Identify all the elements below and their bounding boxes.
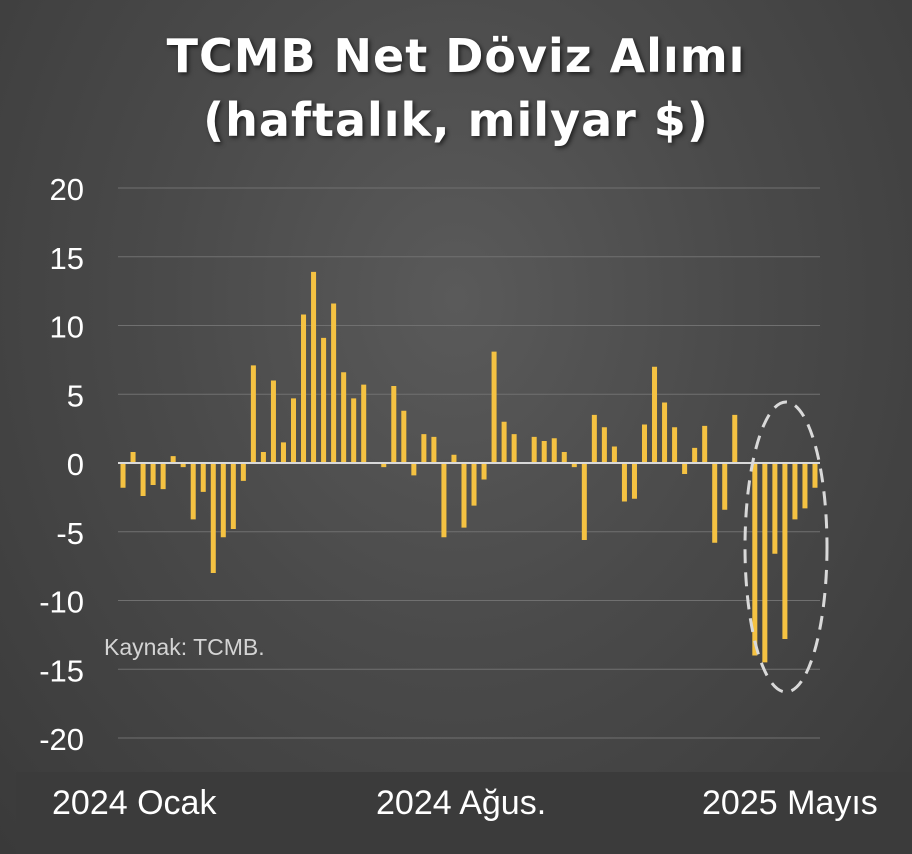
bar — [270, 380, 276, 463]
bar — [682, 463, 688, 474]
bar — [581, 463, 587, 540]
bar — [321, 337, 327, 463]
bar — [431, 436, 437, 463]
bar — [782, 463, 788, 639]
bar — [441, 463, 447, 538]
bar — [240, 463, 246, 481]
bar — [802, 463, 808, 509]
bar — [220, 463, 226, 538]
bar — [381, 463, 387, 468]
x-label-end: 2025 Mayıs — [702, 784, 878, 822]
bar — [692, 447, 698, 463]
bar — [531, 436, 537, 463]
bar — [301, 314, 307, 463]
bar — [341, 372, 347, 463]
bar — [541, 441, 547, 463]
bar — [551, 438, 557, 463]
bar — [611, 446, 617, 463]
bar — [391, 386, 397, 463]
bar — [210, 463, 216, 573]
bar — [752, 463, 758, 656]
bar — [772, 463, 778, 554]
bar — [652, 366, 658, 463]
highlight-ellipse — [743, 400, 829, 694]
bar — [561, 452, 567, 463]
bar — [591, 414, 597, 463]
x-label-start: 2024 Ocak — [52, 784, 217, 822]
bar — [571, 463, 577, 468]
y-tick-label: -10 — [39, 585, 84, 620]
bar — [190, 463, 196, 520]
bar — [732, 414, 738, 463]
bar — [792, 463, 798, 520]
bar — [411, 463, 417, 476]
bar — [180, 463, 186, 468]
bar — [511, 434, 517, 463]
bar — [501, 421, 507, 463]
bar — [401, 410, 407, 463]
bar — [361, 384, 367, 463]
bar — [762, 463, 768, 663]
y-tick-label: -15 — [39, 653, 84, 688]
bar — [351, 398, 357, 463]
y-tick-label: 10 — [50, 310, 84, 345]
source-note: Kaynak: TCMB. — [104, 634, 265, 660]
bar — [421, 434, 427, 463]
y-tick-label: 15 — [50, 241, 84, 276]
chart-title-line2: (haftalık, milyar $) — [203, 93, 709, 147]
bar — [160, 463, 166, 490]
bar — [451, 454, 457, 463]
bar — [481, 463, 487, 480]
bar — [280, 442, 286, 463]
bar — [331, 303, 337, 463]
bar — [631, 463, 637, 499]
y-tick-label: -20 — [39, 722, 84, 757]
bar — [702, 425, 708, 463]
bar — [120, 463, 126, 488]
y-tick-label: 20 — [50, 172, 84, 207]
x-label-middle: 2024 Ağus. — [376, 784, 547, 822]
bar — [200, 463, 206, 492]
bar — [621, 463, 627, 502]
chart-title: TCMB Net Döviz Alımı (haftalık, milyar $… — [0, 24, 912, 152]
bar — [150, 463, 156, 485]
bar — [491, 351, 497, 463]
y-tick-label: 0 — [67, 447, 84, 482]
x-axis-band — [16, 772, 912, 854]
bar — [812, 463, 818, 488]
bar — [250, 365, 256, 463]
bar — [170, 456, 176, 463]
bar — [461, 463, 467, 528]
bar — [641, 424, 648, 463]
bar — [130, 452, 136, 463]
bar — [290, 398, 297, 463]
bar — [722, 463, 728, 510]
bar — [140, 463, 146, 496]
bar — [260, 452, 266, 463]
bar — [471, 463, 477, 506]
y-tick-label: 5 — [67, 378, 84, 413]
chart-title-line1: TCMB Net Döviz Alımı — [166, 29, 746, 83]
bar — [230, 463, 236, 529]
bar — [672, 427, 678, 463]
bar — [601, 427, 607, 463]
y-tick-label: -5 — [56, 516, 84, 551]
bar — [712, 463, 718, 543]
bar — [311, 271, 317, 463]
bar — [662, 402, 668, 463]
